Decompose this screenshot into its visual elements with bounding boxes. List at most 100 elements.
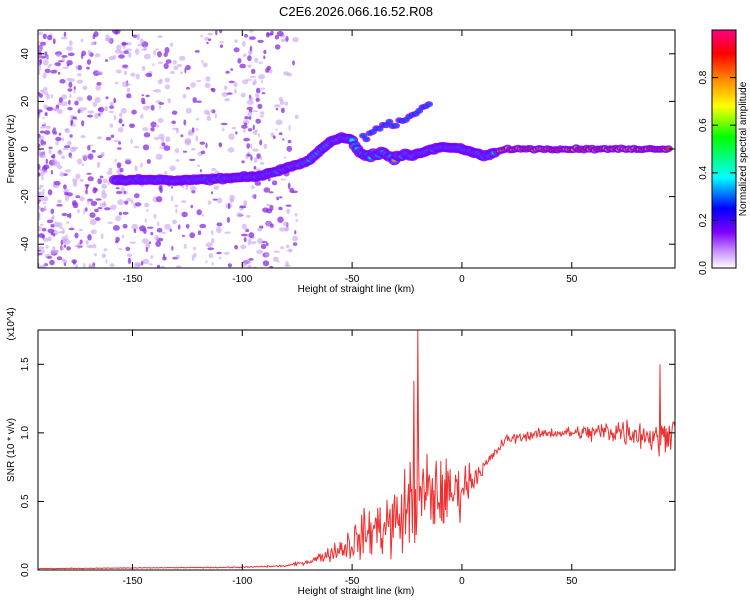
noise-speckle — [43, 91, 49, 96]
noise-speckle — [66, 246, 71, 251]
noise-speckle — [63, 31, 67, 37]
noise-speckle — [43, 164, 50, 170]
noise-speckle — [118, 141, 122, 145]
noise-speckle — [274, 34, 279, 40]
noise-speckle — [39, 130, 45, 134]
noise-speckle — [164, 47, 170, 54]
noise-speckle — [96, 82, 102, 86]
noise-speckle — [221, 92, 228, 97]
noise-speckle — [156, 196, 163, 203]
noise-speckle — [40, 249, 45, 254]
noise-speckle — [121, 42, 128, 45]
noise-speckle — [92, 187, 97, 194]
noise-speckle — [68, 78, 75, 83]
noise-speckle — [104, 106, 108, 112]
noise-speckle — [285, 36, 289, 42]
noise-speckle — [67, 140, 72, 146]
noise-speckle — [97, 155, 103, 159]
noise-speckle — [140, 38, 144, 45]
noise-speckle — [141, 94, 145, 97]
noise-speckle — [190, 148, 196, 151]
noise-speckle — [263, 143, 268, 149]
noise-speckle — [85, 189, 88, 195]
noise-speckle — [38, 187, 42, 190]
noise-speckle — [150, 121, 157, 128]
y-tick-label: 1.5 — [20, 357, 31, 371]
noise-speckle — [50, 70, 58, 74]
chart-title: C2E6.2026.066.16.52.R08 — [279, 4, 433, 19]
noise-speckle — [140, 114, 144, 119]
noise-speckle — [259, 155, 263, 161]
noise-speckle — [39, 58, 42, 65]
noise-speckle — [187, 131, 194, 136]
noise-speckle — [287, 182, 291, 189]
noise-speckle — [185, 184, 189, 191]
noise-speckle — [248, 232, 255, 239]
noise-speckle — [249, 30, 254, 33]
noise-speckle — [38, 69, 41, 76]
noise-speckle — [46, 219, 54, 224]
noise-speckle — [109, 102, 115, 106]
noise-speckle — [58, 132, 62, 136]
noise-speckle — [196, 209, 202, 216]
noise-speckle — [277, 216, 284, 223]
noise-speckle — [237, 58, 242, 64]
noise-speckle — [169, 165, 176, 172]
noise-speckle — [111, 30, 119, 34]
noise-speckle — [234, 245, 239, 250]
noise-speckle — [207, 200, 212, 205]
noise-speckle — [71, 123, 77, 127]
noise-speckle — [150, 255, 154, 259]
y-tick-label: 0.5 — [20, 494, 31, 508]
noise-speckle — [73, 260, 76, 265]
noise-speckle — [259, 139, 263, 146]
noise-speckle — [38, 246, 45, 250]
noise-speckle — [136, 33, 141, 41]
noise-speckle — [218, 142, 223, 148]
y-tick-label: 1.0 — [20, 425, 31, 439]
noise-speckle — [63, 145, 71, 149]
noise-speckle — [216, 222, 223, 227]
noise-speckle — [171, 120, 176, 125]
noise-speckle — [41, 170, 48, 174]
noise-speckle — [250, 241, 257, 245]
noise-speckle — [87, 110, 94, 114]
noise-speckle — [122, 223, 128, 229]
noise-speckle — [116, 190, 123, 195]
noise-speckle — [264, 251, 270, 258]
noise-speckle — [105, 259, 108, 264]
noise-speckle — [148, 263, 153, 266]
noise-speckle — [197, 230, 202, 235]
noise-speckle — [160, 231, 167, 234]
y-tick-label: -40 — [20, 237, 31, 252]
noise-speckle — [60, 101, 68, 107]
noise-speckle — [42, 202, 47, 204]
noise-speckle — [118, 54, 125, 59]
noise-speckle — [98, 106, 105, 113]
noise-speckle — [262, 207, 269, 213]
noise-speckle — [79, 178, 84, 182]
noise-speckle — [42, 117, 45, 120]
noise-speckle — [234, 88, 237, 95]
noise-speckle — [68, 227, 75, 231]
noise-speckle — [157, 35, 163, 39]
noise-speckle — [220, 122, 228, 126]
noise-speckle — [96, 161, 101, 168]
noise-speckle — [200, 34, 204, 38]
spectral-ridge — [108, 101, 673, 186]
noise-speckle — [134, 48, 140, 55]
noise-speckle — [80, 135, 86, 139]
noise-speckle — [233, 81, 238, 88]
noise-speckle — [59, 79, 66, 84]
noise-speckle — [120, 186, 125, 193]
noise-speckle — [266, 65, 272, 71]
snr-ylabel: SNR (10 * v/v) — [6, 418, 17, 482]
noise-speckle — [248, 258, 254, 261]
noise-speckle — [53, 180, 61, 186]
noise-speckle — [206, 41, 209, 45]
noise-speckle — [48, 236, 52, 242]
noise-speckle — [108, 56, 115, 61]
noise-speckle — [286, 72, 292, 77]
noise-speckle — [244, 122, 247, 126]
noise-speckle — [294, 114, 299, 120]
